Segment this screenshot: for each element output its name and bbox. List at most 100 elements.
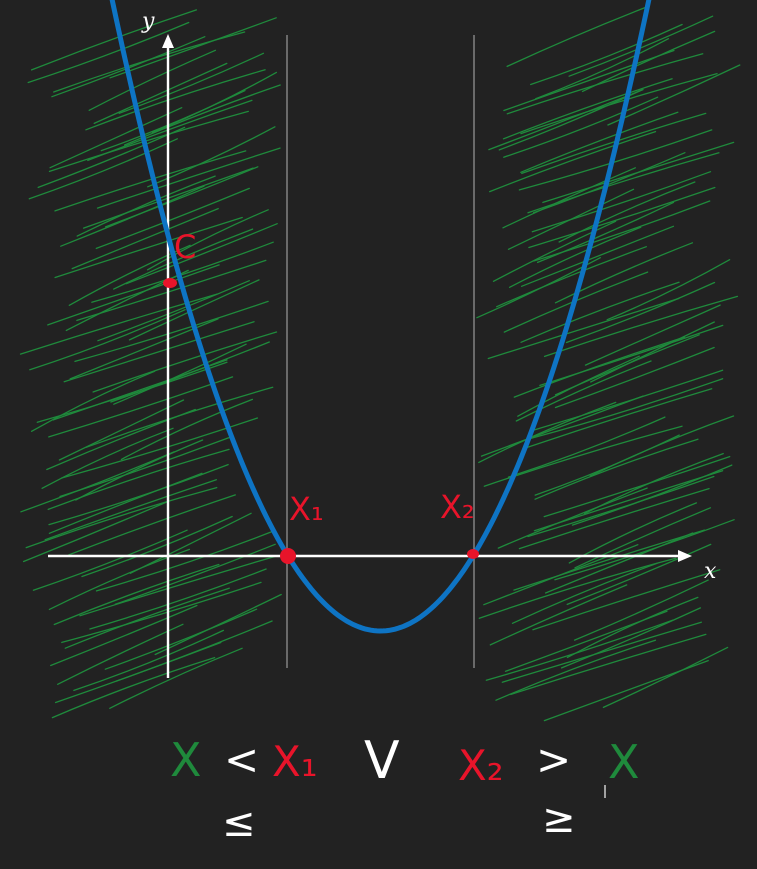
hatch-stroke [54, 641, 222, 704]
hatch-stroke [75, 439, 204, 501]
hatch-stroke [536, 201, 675, 264]
hatch-stroke [61, 581, 262, 644]
hatch-stroke [497, 487, 648, 549]
hatch-stroke [146, 209, 269, 271]
solution-or-sign: V [364, 731, 400, 791]
hatch-stroke [120, 398, 254, 461]
hatch-stroke [483, 425, 683, 487]
hatch-stroke [30, 9, 198, 71]
hatch-stroke [506, 53, 704, 115]
hatch-stroke [513, 336, 686, 398]
hatch-stroke [527, 152, 720, 214]
hatch-stroke [504, 610, 668, 672]
hatch-stroke [522, 388, 713, 450]
hatch-stroke [20, 451, 175, 513]
hatch-stroke [25, 486, 218, 549]
hatch-stroke [74, 300, 269, 363]
hatch-stroke [532, 569, 721, 631]
hatch-stroke [109, 17, 277, 79]
hatch-stroke [104, 608, 258, 670]
label-x2: X₂ [440, 488, 475, 526]
hatch-stroke [28, 138, 178, 200]
hatch-stroke [558, 181, 696, 243]
hatch-stroke [532, 152, 686, 214]
hatch-stroke [590, 321, 715, 383]
hatch-stroke [63, 321, 255, 383]
solution-x-left: X [170, 733, 202, 787]
hatch-stroke [543, 455, 731, 518]
label-x1: X₁ [289, 490, 324, 528]
hatch-stroke [61, 417, 259, 479]
hatch-stroke [527, 475, 715, 538]
solution-lt-sign: < [224, 735, 259, 784]
hatch-stroke [521, 112, 707, 175]
hatch-stroke [495, 639, 657, 701]
hatch-stroke [573, 579, 709, 641]
hatch-stroke [92, 331, 278, 393]
hatch-stroke [69, 318, 219, 380]
hatch-stroke [60, 185, 205, 247]
hatch-stroke [535, 38, 670, 100]
hatch-stroke [560, 607, 702, 669]
hatch-stroke [19, 293, 218, 355]
hatch-stroke [79, 555, 278, 617]
hatch-stroke [49, 107, 183, 169]
hatch-stroke [506, 5, 649, 68]
hatch-stroke [100, 89, 246, 152]
hatch-stroke [511, 562, 658, 624]
hatch-stroke [566, 543, 712, 606]
solution-x-right: X [608, 735, 640, 789]
hatch-stroke [47, 448, 230, 511]
hatch-stroke [27, 21, 190, 84]
hatch-stroke [51, 656, 216, 719]
point-x1 [280, 548, 296, 564]
x-axis-label: x [704, 559, 717, 584]
x-axis-arrow [678, 550, 692, 562]
solution-le-sign: ≤ [222, 800, 256, 846]
hatch-stroke [85, 69, 266, 131]
solution-x2: X₂ [458, 741, 504, 790]
hatch-stroke [534, 434, 680, 496]
hatch-stroke [97, 280, 250, 342]
hatch-stroke [574, 507, 712, 569]
hatch-stroke [480, 395, 644, 457]
hatch-stroke [53, 563, 220, 626]
hatch-stroke [539, 324, 724, 387]
hatch-stroke [518, 487, 710, 550]
hatch-stroke [485, 619, 674, 681]
hatch-stroke [584, 304, 721, 366]
hatch-stroke [113, 228, 254, 290]
y-axis-label: y [141, 9, 155, 34]
hatch-stroke [114, 543, 276, 605]
point-c [163, 278, 177, 288]
hatch-stroke [125, 223, 278, 285]
hatch-stroke [93, 62, 228, 125]
y-axis-arrow [162, 34, 174, 48]
hatch-stroke [109, 647, 243, 709]
hatch-stroke [129, 512, 252, 574]
hatch-stroke [44, 479, 217, 541]
hatch-stroke [530, 23, 683, 86]
hatch-stroke [507, 416, 666, 478]
hatch-stroke [531, 171, 712, 233]
point-x2 [467, 549, 479, 559]
hatch-stroke [47, 264, 220, 326]
hatch-stroke [606, 259, 731, 321]
hatch-stroke [58, 399, 185, 461]
parabola-curve [109, 0, 652, 634]
hatch-stroke [534, 438, 699, 500]
hatch-stroke [68, 494, 236, 556]
hatch-stroke [489, 584, 628, 646]
hatch-stroke [53, 31, 246, 93]
hatch-stroke [520, 111, 679, 173]
hatch-stroke [89, 568, 267, 630]
hatch-stroke [502, 78, 673, 140]
hatch-stroke [68, 244, 191, 306]
hatch-stroke [52, 359, 228, 421]
hatch-stroke [566, 596, 699, 659]
hatch-stroke [37, 126, 186, 189]
hatch-stroke [88, 49, 217, 111]
hatch-stroke [565, 281, 716, 344]
solution-x1: X₁ [272, 737, 318, 786]
